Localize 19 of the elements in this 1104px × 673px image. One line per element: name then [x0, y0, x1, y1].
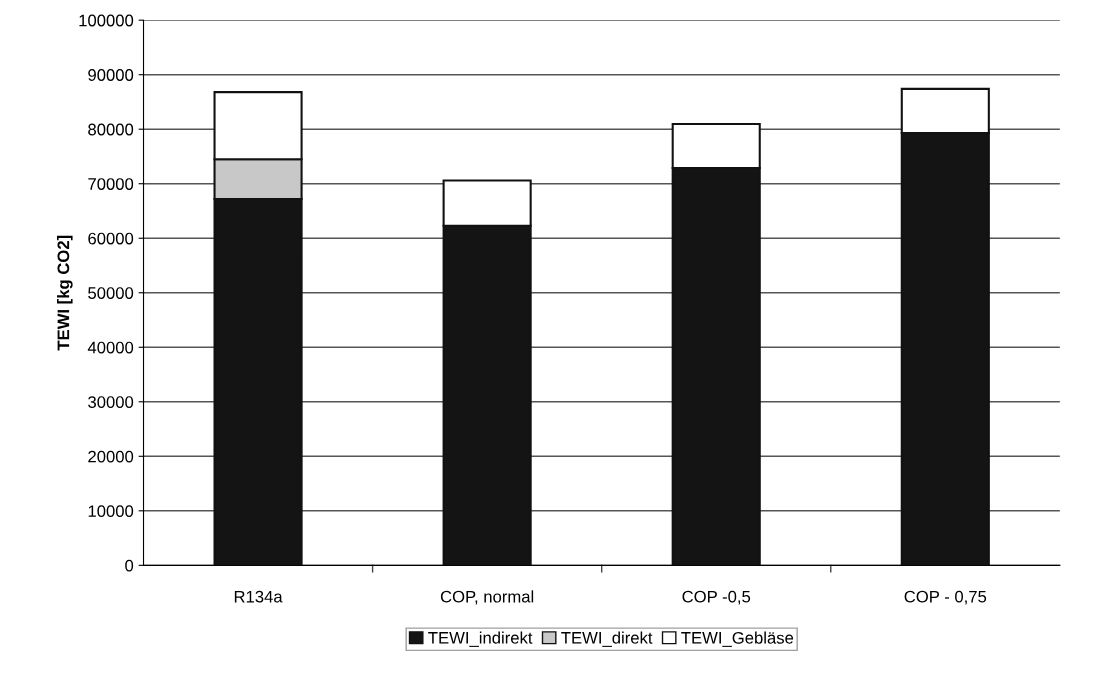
x-tick-label: COP, normal: [440, 590, 534, 605]
y-tick-label: 10000: [88, 505, 134, 518]
y-axis-title: TEWI [kg CO2]: [57, 235, 73, 351]
y-tick-label: 0: [125, 559, 134, 572]
y-tick-label: 60000: [88, 232, 134, 245]
x-tick-label: COP - 0,75: [904, 590, 987, 605]
y-tick-label: 40000: [87, 341, 134, 354]
y-tick-label: 70000: [88, 178, 134, 190]
y-tick-label: 100000: [79, 14, 134, 27]
legend-label: TEWI_indirekt: [428, 631, 533, 647]
y-tick-label: 50000: [88, 287, 134, 299]
y-tick-label: 90000: [88, 69, 134, 81]
legend-label: TEWI_Gebläse: [681, 631, 794, 647]
x-tick-label: COP -0,5: [682, 590, 751, 605]
legend-label: TEWI_direkt: [561, 631, 653, 647]
y-tick-label: 80000: [88, 123, 134, 136]
y-tick-label: 20000: [88, 450, 134, 463]
y-tick-label: 30000: [88, 396, 134, 408]
x-tick-label: R134a: [234, 590, 283, 603]
